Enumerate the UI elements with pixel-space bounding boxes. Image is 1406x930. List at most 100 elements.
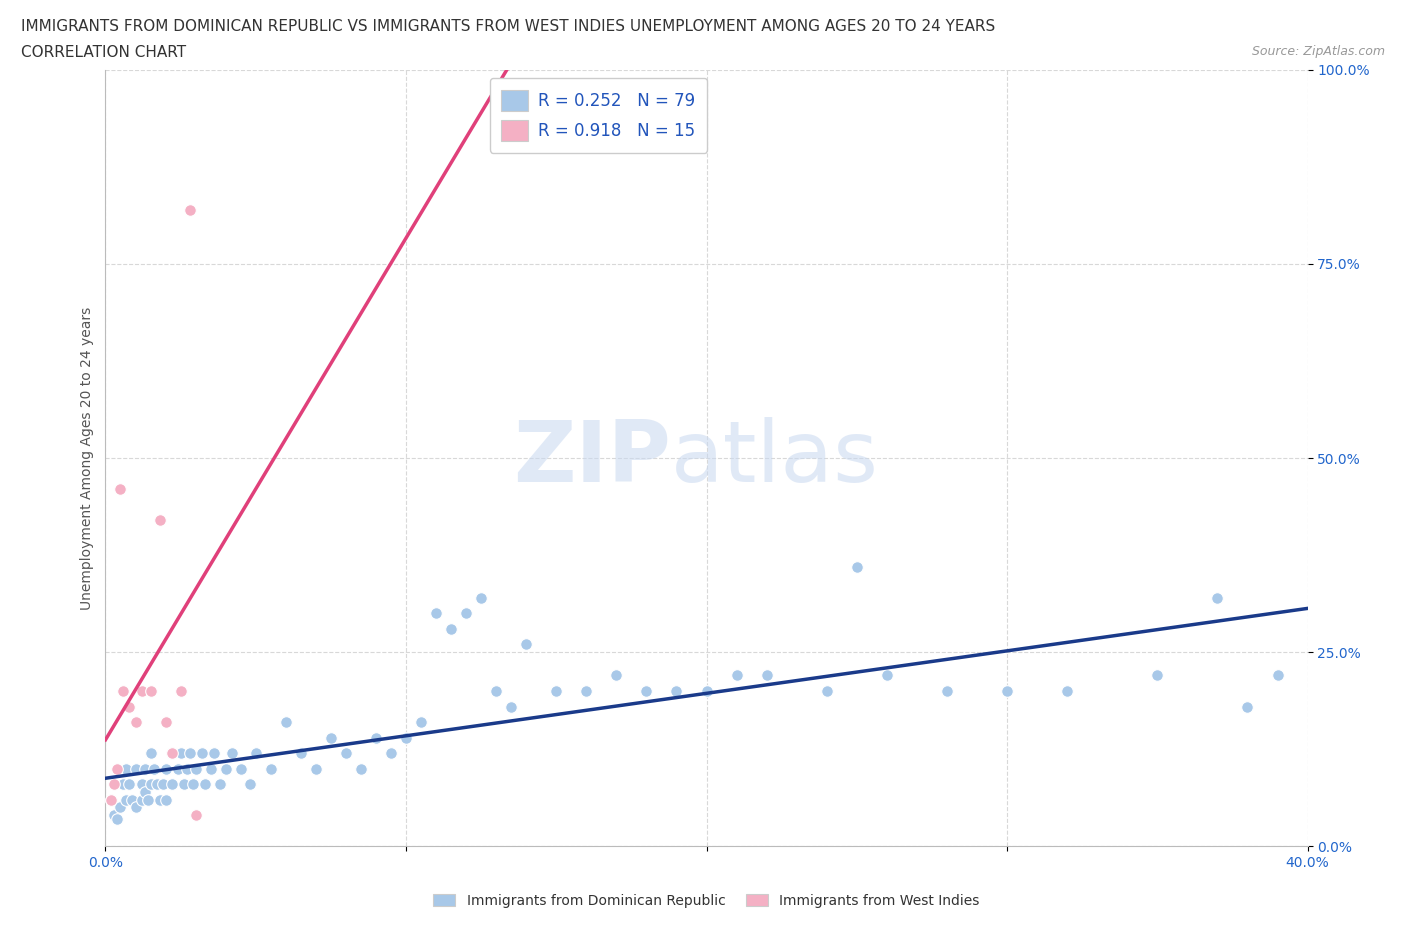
Point [103,777,125,791]
Point [134,785,156,800]
Point [160,746,183,761]
Point [145,777,167,791]
Point [131,777,153,791]
Point [350,761,373,776]
Point [139,746,162,761]
Point [179,202,201,217]
Point [179,746,201,761]
Point [440,621,463,636]
Point [139,684,162,698]
Point [425,606,447,621]
Point [876,668,898,683]
Point [485,684,508,698]
Point [112,777,135,791]
Point [470,591,492,605]
Point [245,746,267,761]
Text: ZIP: ZIP [513,417,671,499]
Point [221,746,243,761]
Point [229,761,252,776]
Point [936,684,959,698]
Point [1146,668,1168,683]
Point [118,699,141,714]
Point [208,777,231,791]
Point [190,746,212,761]
Point [636,684,658,698]
Point [115,761,138,776]
Point [136,792,159,807]
Point [176,761,198,776]
Point [112,684,135,698]
Point [380,746,402,761]
Point [202,746,225,761]
Point [725,668,748,683]
Point [995,684,1018,698]
Point [173,777,195,791]
Point [155,761,177,776]
Text: atlas: atlas [671,417,879,499]
Point [546,684,568,698]
Point [110,800,132,815]
Point [107,812,129,827]
Point [214,761,236,776]
Point [1056,684,1078,698]
Point [100,792,122,807]
Point [575,684,598,698]
Point [152,777,174,791]
Point [148,792,170,807]
Point [103,808,125,823]
Point [115,792,138,807]
Point [124,800,146,815]
Text: Source: ZipAtlas.com: Source: ZipAtlas.com [1251,45,1385,58]
Text: IMMIGRANTS FROM DOMINICAN REPUBLIC VS IMMIGRANTS FROM WEST INDIES UNEMPLOYMENT A: IMMIGRANTS FROM DOMINICAN REPUBLIC VS IM… [21,19,995,33]
Point [131,684,153,698]
Point [184,761,207,776]
Point [501,699,523,714]
Point [454,606,477,621]
Point [148,512,170,527]
Point [605,668,627,683]
Point [1267,668,1289,683]
Point [124,761,146,776]
Point [845,559,868,574]
Point [121,792,143,807]
Y-axis label: Unemployment Among Ages 20 to 24 years: Unemployment Among Ages 20 to 24 years [80,306,94,610]
Point [184,808,207,823]
Point [665,684,688,698]
Point [290,746,312,761]
Point [160,777,183,791]
Point [335,746,357,761]
Point [815,684,838,698]
Point [131,792,153,807]
Point [160,746,183,761]
Point [409,714,432,729]
Point [696,684,718,698]
Point [200,761,222,776]
Point [319,730,342,745]
Point [142,761,165,776]
Text: CORRELATION CHART: CORRELATION CHART [21,45,186,60]
Point [169,746,191,761]
Point [239,777,262,791]
Point [100,792,122,807]
Point [515,637,537,652]
Point [1206,591,1229,605]
Point [194,777,217,791]
Point [124,714,146,729]
Point [107,761,129,776]
Point [134,761,156,776]
Point [181,777,204,791]
Point [305,761,328,776]
Point [364,730,387,745]
Point [139,777,162,791]
Point [118,777,141,791]
Point [274,714,297,729]
Point [395,730,418,745]
Point [155,714,177,729]
Point [110,482,132,497]
Point [1236,699,1258,714]
Point [155,792,177,807]
Point [755,668,778,683]
Point [166,761,188,776]
Point [260,761,283,776]
Point [169,684,191,698]
